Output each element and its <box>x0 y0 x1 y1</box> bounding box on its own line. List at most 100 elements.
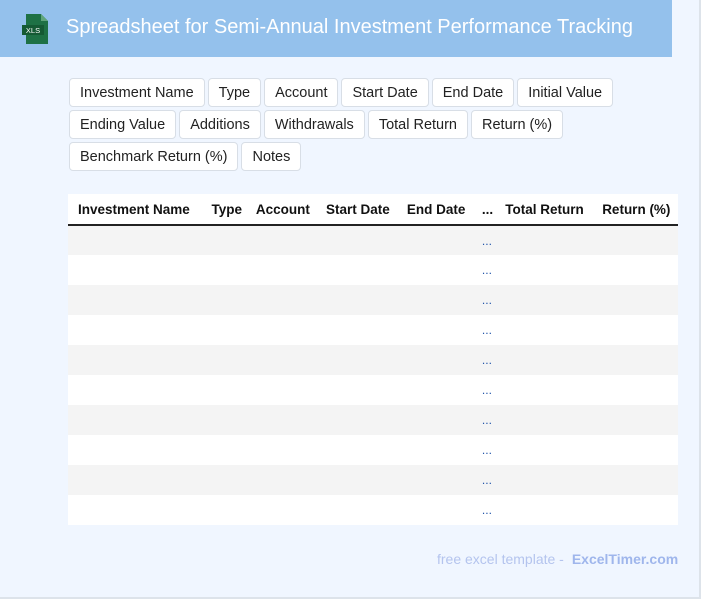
table-cell <box>201 435 246 465</box>
table-row[interactable]: ... <box>68 345 678 375</box>
table-cell: ... <box>471 495 496 525</box>
field-tag[interactable]: Notes <box>241 142 302 171</box>
table-cell <box>68 405 202 435</box>
field-tag[interactable]: Start Date <box>341 78 429 107</box>
table-cell <box>495 345 593 375</box>
table-cell <box>315 315 397 345</box>
field-tag[interactable]: Type <box>207 78 262 107</box>
table-cell <box>495 495 593 525</box>
table-cell: ... <box>471 225 496 255</box>
column-header: Investment Name <box>68 194 202 226</box>
table-row[interactable]: ... <box>68 375 678 405</box>
field-tag[interactable]: Account <box>264 78 339 107</box>
table-cell <box>201 255 246 285</box>
table-cell <box>396 495 472 525</box>
table-cell: ... <box>471 465 496 495</box>
table-cell <box>495 375 593 405</box>
table-row[interactable]: ... <box>68 315 678 345</box>
table-cell <box>396 255 472 285</box>
table-cell: ... <box>471 285 496 315</box>
table-cell <box>495 315 593 345</box>
table-cell <box>315 435 397 465</box>
table-cell <box>68 375 202 405</box>
table-cell <box>315 255 397 285</box>
svg-text:XLS: XLS <box>26 26 40 35</box>
table-cell <box>245 285 316 315</box>
column-header: ... <box>471 194 496 226</box>
table-cell <box>396 435 472 465</box>
table-cell: ... <box>471 315 496 345</box>
table-cell <box>315 375 397 405</box>
table-cell: ... <box>471 255 496 285</box>
table-cell <box>245 375 316 405</box>
table-cell <box>495 285 593 315</box>
field-tag[interactable]: Initial Value <box>517 78 614 107</box>
table-cell <box>68 345 202 375</box>
field-tag[interactable]: Ending Value <box>69 110 177 139</box>
table-cell: ... <box>471 375 496 405</box>
table-cell <box>201 375 246 405</box>
table-cell <box>245 255 316 285</box>
table-cell <box>201 495 246 525</box>
table-cell <box>396 225 472 255</box>
field-tag[interactable]: Return (%) <box>471 110 564 139</box>
field-tag[interactable]: End Date <box>431 78 515 107</box>
table-cell <box>245 465 316 495</box>
table-row[interactable]: ... <box>68 435 678 465</box>
table-cell <box>396 345 472 375</box>
brand-link[interactable]: ExcelTimer.com <box>571 551 679 567</box>
table-cell <box>396 465 472 495</box>
table-row[interactable]: ... <box>68 285 678 315</box>
column-header: End Date <box>396 194 472 226</box>
table-row[interactable]: ... <box>68 405 678 435</box>
table-cell <box>201 465 246 495</box>
table-cell <box>592 315 678 345</box>
table-cell <box>245 315 316 345</box>
table-cell <box>396 315 472 345</box>
table-cell <box>396 285 472 315</box>
data-table: Investment Name Type Account Start Date End … <box>68 194 678 525</box>
table-cell <box>495 465 593 495</box>
table-cell: ... <box>471 405 496 435</box>
table-cell <box>201 345 246 375</box>
table-cell <box>68 315 202 345</box>
column-header: Total Return <box>495 194 593 226</box>
field-tag[interactable]: Additions <box>179 110 261 139</box>
table-cell <box>592 495 678 525</box>
field-tag[interactable]: Investment Name <box>69 78 205 107</box>
table-cell <box>592 225 678 255</box>
table-cell <box>592 345 678 375</box>
table-cell <box>396 405 472 435</box>
table-cell <box>201 405 246 435</box>
table-cell <box>495 225 593 255</box>
column-header: Start Date <box>315 194 397 226</box>
table-cell <box>315 405 397 435</box>
column-header: Account <box>245 194 316 226</box>
table-cell <box>201 315 246 345</box>
table-row[interactable]: ... <box>68 495 678 525</box>
field-tag[interactable]: Total Return <box>367 110 468 139</box>
table-cell <box>201 285 246 315</box>
table-row[interactable]: ... <box>68 465 678 495</box>
table-cell <box>245 435 316 465</box>
table-cell <box>592 465 678 495</box>
table-cell <box>592 255 678 285</box>
field-tags: Investment Name Type Account Start Date End … <box>69 78 629 171</box>
table-row[interactable]: ... <box>68 255 678 285</box>
table-cell: ... <box>471 435 496 465</box>
table-cell <box>245 225 316 255</box>
table-cell <box>68 435 202 465</box>
footer-text: free excel template - <box>437 551 564 567</box>
table-cell <box>245 405 316 435</box>
xls-file-icon: XLS <box>22 14 48 44</box>
footer: free excel template - ExcelTimer.com <box>437 551 678 567</box>
table-cell <box>68 285 202 315</box>
field-tag[interactable]: Benchmark Return (%) <box>69 142 239 171</box>
field-tag[interactable]: Withdrawals <box>263 110 365 139</box>
table-cell <box>495 405 593 435</box>
table-row[interactable]: ... <box>68 225 678 255</box>
table-cell <box>68 495 202 525</box>
table-cell <box>495 255 593 285</box>
table-cell: ... <box>471 345 496 375</box>
